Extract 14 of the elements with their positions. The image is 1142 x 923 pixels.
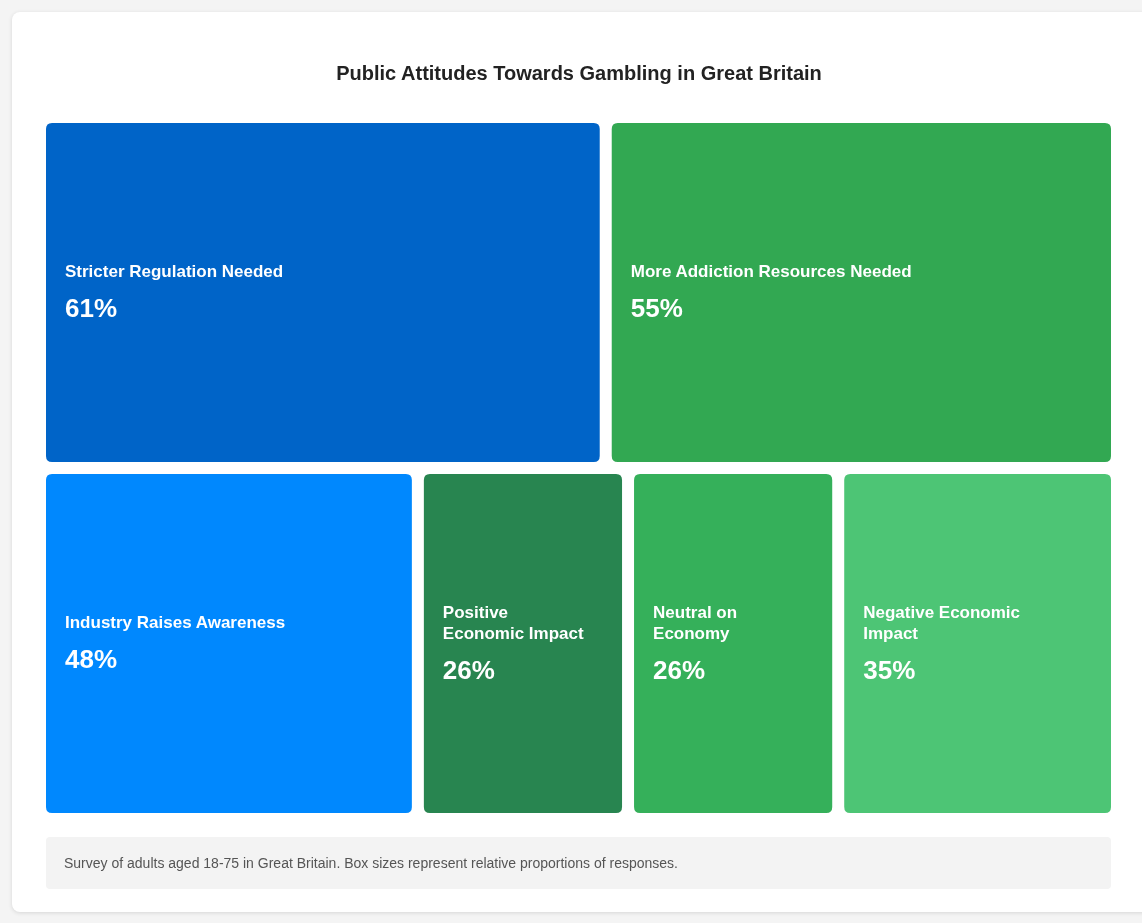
data-label: 48% [65,644,118,674]
data-label: 55% [630,293,683,323]
category-label: More Addiction Resources Needed [630,262,912,281]
category-label: Stricter Regulation Needed [65,262,284,281]
category-label: Positive Economic Impact [442,602,584,643]
category-label: Industry Raises Awareness [65,613,286,632]
data-label: 35% [863,654,916,685]
data-label: 26% [653,654,706,685]
category-label: Negative Economic Impact [863,602,1021,643]
category-label: Neutral on Economy [653,602,738,643]
text: Public Attitudes Towards Gambling in Great Britain [336,61,822,84]
text: Survey of adults aged 18-75 in Great Britain. Box sizes represent relative proportions of responses. [46,837,1111,889]
data-label: 26% [442,654,495,685]
data-label: 61% [65,293,118,323]
